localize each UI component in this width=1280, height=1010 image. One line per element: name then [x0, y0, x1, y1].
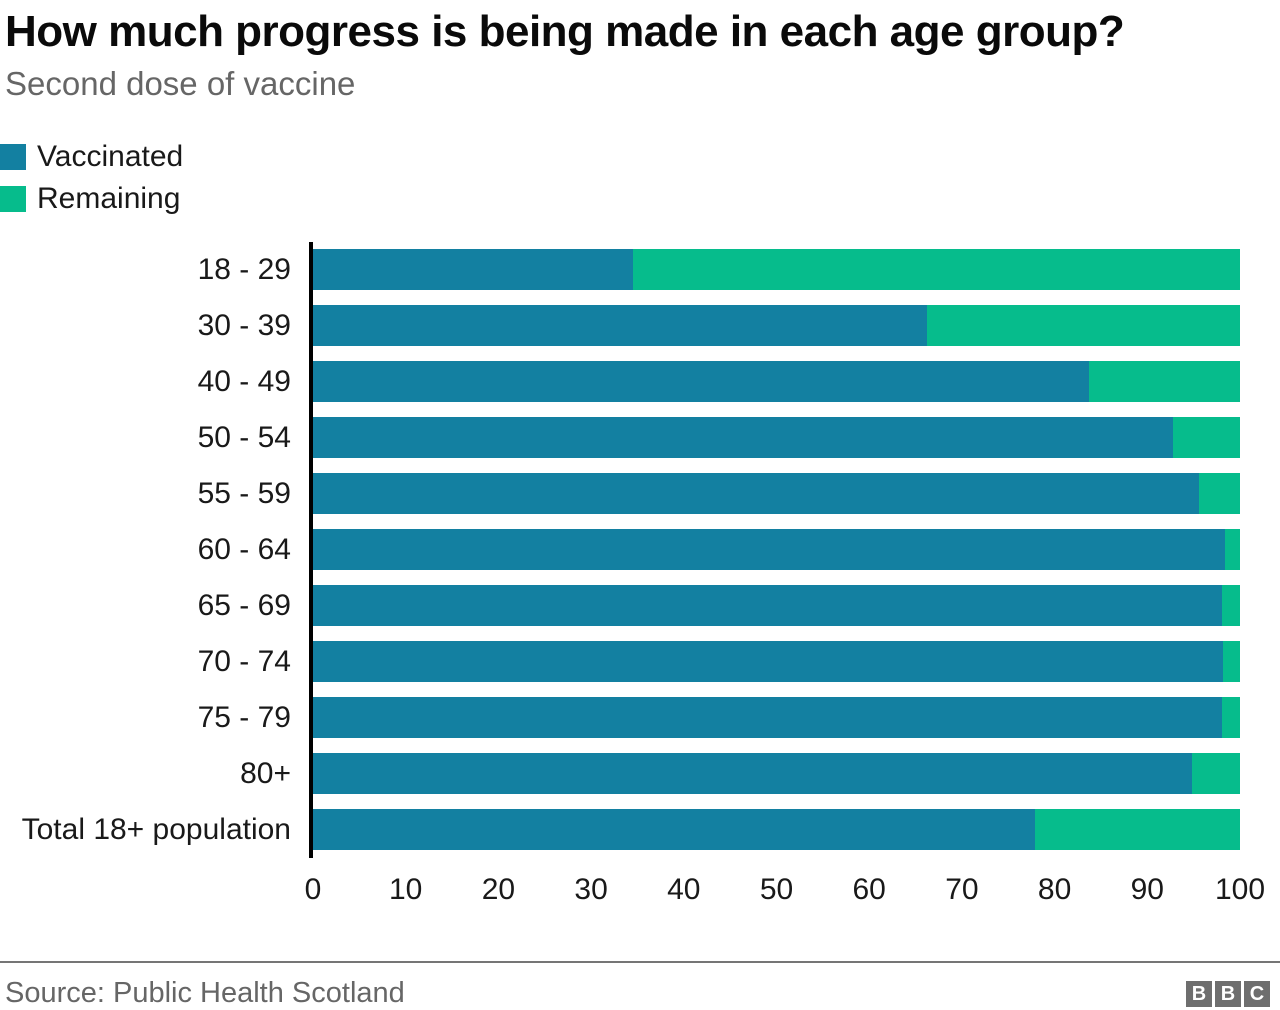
category-label: 40 - 49: [197, 364, 291, 398]
bar-row: 18 - 29: [0, 241, 1280, 298]
bar-segment-vaccinated: [313, 641, 1224, 683]
stacked-bar: [313, 249, 1240, 291]
bar-segment-vaccinated: [313, 753, 1192, 795]
stacked-bar: [313, 417, 1240, 459]
bar-track: [309, 801, 1240, 858]
stacked-bar-chart: 18 - 29 30 - 39 40 - 49 50 - 54 55 - 59 60 - …: [0, 241, 1280, 914]
bar-segment-remaining: [1225, 529, 1240, 571]
stacked-bar: [313, 473, 1240, 515]
legend-item: Remaining: [0, 182, 1280, 216]
bar-track: [309, 241, 1240, 298]
page-title: How much progress is being made in each …: [5, 7, 1125, 56]
x-tick-label: 20: [481, 872, 516, 906]
footer-divider: [0, 961, 1280, 963]
x-tick-label: 10: [389, 872, 423, 906]
bar-segment-vaccinated: [313, 473, 1200, 515]
x-tick-label: 80: [1037, 872, 1072, 906]
category-label: 65 - 69: [197, 588, 291, 622]
bar-row: 75 - 79: [0, 689, 1280, 746]
bar-segment-vaccinated: [313, 809, 1036, 851]
bar-track: [309, 465, 1240, 522]
category-label: 30 - 39: [197, 308, 291, 342]
bar-row: 65 - 69: [0, 577, 1280, 634]
bar-row: 50 - 54: [0, 409, 1280, 466]
bar-segment-remaining: [1223, 641, 1240, 683]
bar-track: [309, 521, 1240, 578]
bar-segment-remaining: [1199, 473, 1240, 515]
stacked-bar: [313, 529, 1240, 571]
bar-segment-vaccinated: [313, 697, 1223, 739]
source-text: Source: Public Health Scotland: [5, 977, 405, 1009]
legend-label: Vaccinated: [37, 140, 184, 174]
bar-segment-vaccinated: [313, 585, 1223, 627]
page-subtitle: Second dose of vaccine: [5, 65, 356, 103]
category-label: 50 - 54: [197, 420, 291, 454]
x-tick-label: 30: [574, 872, 608, 906]
stacked-bar: [313, 641, 1240, 683]
bar-segment-vaccinated: [313, 305, 927, 347]
bar-segment-remaining: [1035, 809, 1240, 851]
bar-row: 70 - 74: [0, 633, 1280, 690]
x-tick-label: 60: [852, 872, 886, 906]
stacked-bar: [313, 305, 1240, 347]
bar-segment-remaining: [926, 305, 1240, 347]
bar-segment-remaining: [1222, 697, 1240, 739]
category-label: Total 18+ population: [21, 812, 291, 846]
legend-swatch-icon: [0, 144, 26, 171]
x-tick-label: 70: [945, 872, 979, 906]
bar-row: 60 - 64: [0, 521, 1280, 578]
x-tick-label: 100: [1214, 872, 1266, 906]
bar-segment-vaccinated: [313, 417, 1174, 459]
x-tick-label: 40: [667, 872, 701, 906]
bar-row: 55 - 59: [0, 465, 1280, 522]
bar-track: [309, 577, 1240, 634]
bar-track: [309, 633, 1240, 690]
chart-rows: 18 - 29 30 - 39 40 - 49 50 - 54 55 - 59 60 - …: [0, 241, 1280, 858]
bbc-logo-letter: B: [1186, 980, 1212, 1007]
bar-track: [309, 297, 1240, 354]
x-tick-label: 0: [304, 872, 322, 906]
bar-row: 40 - 49: [0, 353, 1280, 410]
stacked-bar: [313, 697, 1240, 739]
category-label: 75 - 79: [197, 700, 291, 734]
legend: Vaccinated Remaining: [0, 140, 1280, 216]
bar-segment-remaining: [1173, 417, 1240, 459]
stacked-bar: [313, 809, 1240, 851]
x-tick-label: 90: [1130, 872, 1164, 906]
bar-row: 30 - 39: [0, 297, 1280, 354]
bbc-logo-letter: B: [1215, 980, 1241, 1007]
category-label: 70 - 74: [197, 644, 291, 678]
bar-segment-remaining: [1088, 361, 1240, 403]
bar-track: [309, 745, 1240, 802]
bar-segment-remaining: [1222, 585, 1240, 627]
x-tick-label: 50: [759, 872, 794, 906]
stacked-bar: [313, 585, 1240, 627]
category-label: 55 - 59: [197, 476, 291, 510]
category-label: 60 - 64: [197, 532, 291, 566]
legend-label: Remaining: [37, 182, 181, 216]
bar-segment-vaccinated: [313, 529, 1226, 571]
stacked-bar: [313, 361, 1240, 403]
bar-segment-remaining: [632, 249, 1240, 291]
stacked-bar: [313, 753, 1240, 795]
bar-segment-remaining: [1191, 753, 1240, 795]
bar-row: Total 18+ population: [0, 801, 1280, 858]
legend-swatch-icon: [0, 186, 26, 213]
bar-segment-vaccinated: [313, 249, 633, 291]
category-label: 80+: [240, 756, 291, 790]
bar-row: 80+: [0, 745, 1280, 802]
bbc-logo-letter: C: [1244, 980, 1270, 1007]
bar-track: [309, 353, 1240, 410]
bar-track: [309, 409, 1240, 466]
legend-item: Vaccinated: [0, 140, 1280, 174]
bar-segment-vaccinated: [313, 361, 1089, 403]
x-axis: 0 10 20 30 40 50 60 70 80 90 100: [305, 872, 1265, 914]
bar-track: [309, 689, 1240, 746]
category-label: 18 - 29: [197, 252, 291, 286]
